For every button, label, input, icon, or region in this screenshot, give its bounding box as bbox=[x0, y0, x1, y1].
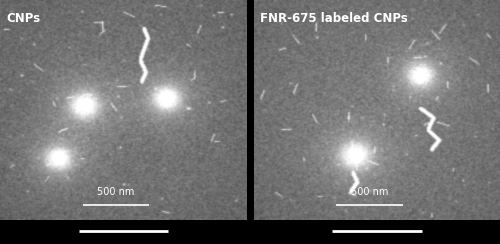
Text: 500 nm: 500 nm bbox=[97, 187, 134, 196]
Text: CNPs: CNPs bbox=[6, 12, 41, 25]
Text: FNR-675 labeled CNPs: FNR-675 labeled CNPs bbox=[260, 12, 408, 25]
Text: 500 nm: 500 nm bbox=[350, 187, 388, 196]
